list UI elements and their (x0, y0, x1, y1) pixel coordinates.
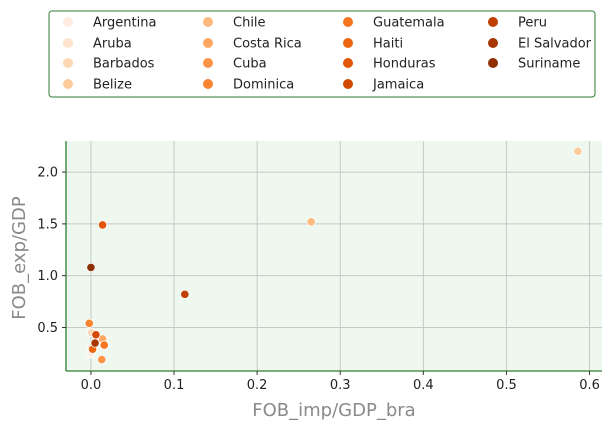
legend-label: Suriname (518, 57, 580, 72)
legend-label: Belize (93, 78, 132, 93)
data-point (84, 318, 94, 328)
data-point (90, 338, 100, 348)
legend-item: Honduras (343, 57, 436, 72)
y-tick-label: 1.0 (37, 269, 58, 284)
legend: Argentina Aruba Barbados Belize Chile Costa R… (48, 10, 596, 98)
y-tick-label: 1.5 (37, 217, 58, 232)
legend-item: Chile (203, 16, 266, 31)
legend-item: Guatemala (343, 16, 445, 31)
legend-marker (488, 38, 498, 48)
data-point (99, 340, 109, 350)
x-tick-label: 0.5 (496, 378, 517, 393)
legend-box (48, 10, 596, 98)
legend-item: Argentina (63, 16, 156, 31)
legend-item: Cuba (203, 57, 267, 72)
legend-marker (203, 17, 213, 27)
legend-marker (488, 17, 498, 27)
legend-marker (488, 58, 498, 68)
legend-item: Dominica (203, 78, 294, 93)
legend-marker (343, 79, 353, 89)
y-axis-label: FOB_exp/GDP (9, 196, 30, 320)
data-point (91, 330, 101, 340)
legend-item: El Salvador (488, 37, 592, 52)
legend-item: Barbados (63, 57, 155, 72)
x-tick-label: 0.1 (164, 378, 185, 393)
data-point (573, 146, 583, 156)
legend-label: Argentina (93, 16, 156, 31)
x-tick-label: 0.4 (413, 378, 434, 393)
data-point (97, 220, 108, 230)
legend-label: Dominica (233, 78, 294, 93)
grid (66, 141, 602, 371)
data-point (86, 262, 96, 272)
legend-label: Costa Rica (233, 37, 302, 52)
legend-item: Haiti (343, 37, 403, 52)
y-tick-label: 2.0 (37, 166, 58, 181)
legend-label: Barbados (93, 57, 155, 72)
y-axis-ticks: 0.5 1.0 1.5 2.0 (37, 166, 66, 336)
legend-label: Aruba (93, 37, 132, 52)
legend-label: El Salvador (518, 37, 592, 52)
legend-marker (343, 58, 353, 68)
x-tick-label: 0.6 (579, 378, 600, 393)
legend-marker (343, 17, 353, 27)
x-tick-label: 0.2 (247, 378, 268, 393)
data-point (180, 289, 190, 299)
legend-marker (63, 38, 73, 48)
x-axis-label: FOB_imp/GDP_bra (252, 400, 415, 421)
legend-label: Jamaica (372, 78, 424, 93)
legend-label: Peru (518, 16, 547, 31)
data-point (97, 355, 107, 365)
x-axis-ticks: 0.0 0.1 0.2 0.3 0.4 0.5 0.6 (81, 371, 600, 393)
data-points (84, 146, 583, 365)
legend-marker (203, 79, 213, 89)
legend-marker (63, 58, 73, 68)
legend-marker (203, 58, 213, 68)
legend-marker (203, 38, 213, 48)
legend-item: Suriname (488, 57, 580, 72)
legend-item: Jamaica (343, 78, 424, 93)
y-tick-label: 0.5 (37, 321, 58, 336)
legend-item: Costa Rica (203, 37, 302, 52)
data-point (306, 217, 316, 227)
legend-label: Honduras (373, 57, 436, 72)
legend-marker (63, 79, 73, 89)
legend-item: Belize (63, 78, 132, 93)
legend-label: Guatemala (373, 16, 445, 31)
legend-marker (343, 38, 353, 48)
legend-item: Peru (488, 16, 547, 31)
x-tick-label: 0.0 (81, 378, 102, 393)
x-tick-label: 0.3 (330, 378, 351, 393)
plot-background (66, 141, 602, 371)
legend-marker (63, 17, 73, 27)
legend-label: Haiti (373, 37, 403, 52)
legend-label: Cuba (233, 57, 267, 72)
legend-label: Chile (233, 16, 266, 31)
legend-item: Aruba (63, 37, 132, 52)
